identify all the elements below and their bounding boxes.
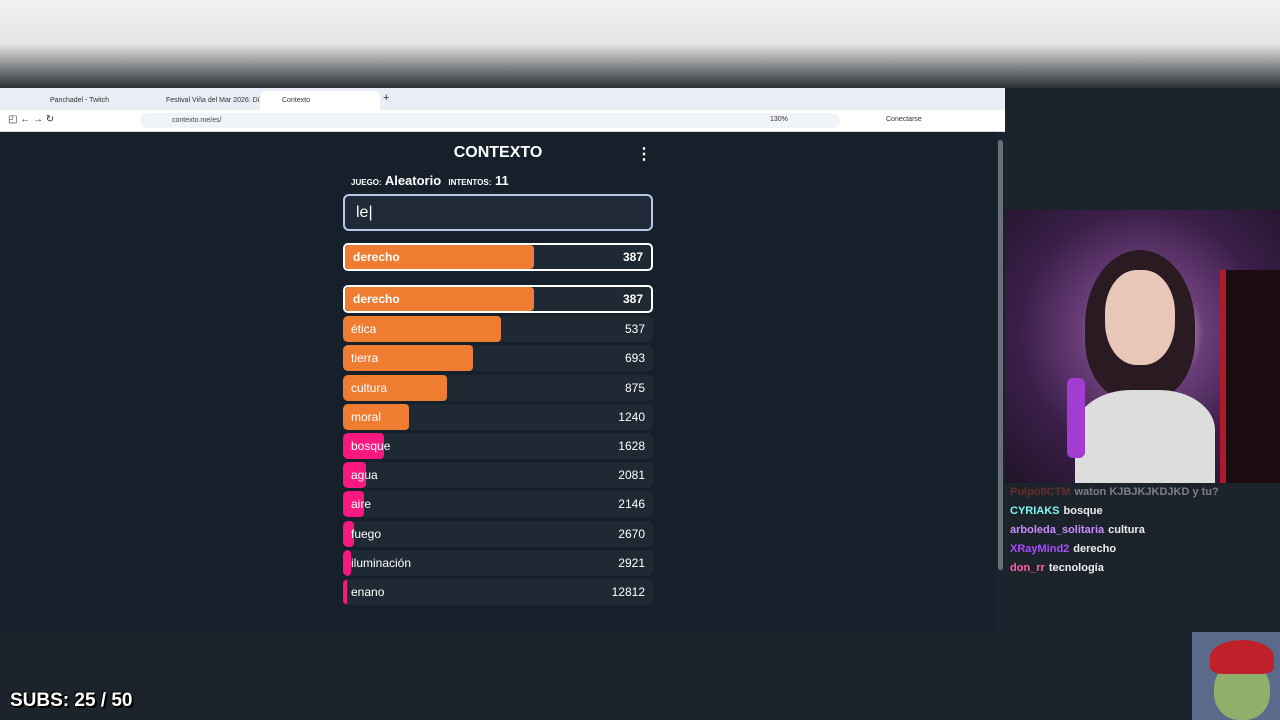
word: enano <box>351 585 385 599</box>
chat-message: arboleda_solitaria cultura <box>1010 521 1280 540</box>
page-content: CONTEXTO ⋮ JUEGO: Aleatorio INTENTOS: 11… <box>0 132 995 632</box>
input-text: le <box>356 204 369 221</box>
chat-message: XRayMind2 derecho <box>1010 540 1280 559</box>
blurred-header <box>0 0 1280 88</box>
guess-row: tierra 693 <box>343 345 653 372</box>
webcam <box>1005 210 1280 483</box>
game-title: CONTEXTO <box>453 144 543 161</box>
chat: Pulpo8CTM waton KJBJKJKDJKD y tu? CYRIAKS b… <box>1010 483 1280 578</box>
chat-user: Pulpo8CTM <box>1010 486 1071 498</box>
guess-row: fuego 2670 <box>343 520 653 547</box>
word: aire <box>351 497 372 512</box>
microphone <box>1067 378 1085 458</box>
guess-row: derecho 387 <box>343 285 653 313</box>
rank: 2146 <box>618 497 645 512</box>
chat-text: waton KJBJKJKDJKD y tu? <box>1074 486 1219 498</box>
browser-window: Panchadel - Twitch Festival Viña del Mar… <box>0 88 1005 632</box>
guess-row: iluminación 2921 <box>343 549 653 576</box>
guess-row: agua 2081 <box>343 462 653 489</box>
rank: 2670 <box>618 526 645 541</box>
rank: 1240 <box>618 409 645 424</box>
zombie-hair <box>1210 640 1274 674</box>
word: fuego <box>351 526 382 541</box>
rank-bar <box>345 287 534 311</box>
rank-bar <box>343 462 366 489</box>
word: derecho <box>353 292 400 306</box>
nav-buttons[interactable]: ◰ ← → ↻ <box>8 114 55 125</box>
chat-user: arboleda_solitaria <box>1010 524 1105 536</box>
zoom[interactable]: 130% <box>770 116 788 123</box>
game-info: JUEGO: Aleatorio INTENTOS: 11 <box>351 173 509 188</box>
tab-bar: Panchadel - Twitch Festival Viña del Mar… <box>0 88 1005 110</box>
word: derecho <box>353 250 400 264</box>
rank: 387 <box>622 292 643 306</box>
chat-text: derecho <box>1073 543 1117 555</box>
chat-user: don_rr <box>1010 562 1045 574</box>
rank: 693 <box>624 351 645 366</box>
chat-message: CYRIAKS bosque <box>1010 502 1280 521</box>
tab[interactable]: Contexto <box>260 91 380 110</box>
new-tab[interactable]: + <box>383 92 390 104</box>
word: bosque <box>351 439 391 453</box>
rank-bar <box>343 520 354 547</box>
value: Aleatorio <box>384 173 442 188</box>
face <box>1105 270 1175 365</box>
url[interactable]: contexto.me/es/ <box>140 113 840 128</box>
guess-row: moral 1240 <box>343 403 653 430</box>
rank-bar <box>343 491 365 518</box>
shirt <box>1075 390 1215 483</box>
word: cultura <box>351 380 388 395</box>
chat-text: tecnología <box>1048 562 1104 574</box>
word: iluminación <box>351 555 412 570</box>
word: tierra <box>351 351 379 366</box>
rank-bar <box>343 579 347 605</box>
rank: 387 <box>622 250 643 264</box>
tab[interactable]: Panchadel - Twitch <box>50 97 110 104</box>
chat-message: don_rr tecnología <box>1010 559 1280 578</box>
rank: 2921 <box>618 555 645 570</box>
word: moral <box>351 409 382 424</box>
chat-user: XRayMind2 <box>1010 543 1070 555</box>
rank-bar <box>343 345 474 372</box>
rank-bar <box>343 433 384 459</box>
chair <box>1220 270 1280 483</box>
menu[interactable]: ⋮ <box>636 146 652 163</box>
chat-user: CYRIAKS <box>1010 505 1060 517</box>
rank-bar <box>343 549 352 576</box>
guess-row: enano 12812 <box>343 579 653 605</box>
chat-message: Pulpo8CTM waton KJBJKJKDJKD y tu? <box>1010 483 1280 502</box>
rank: 2081 <box>618 468 645 483</box>
guess-row: aire 2146 <box>343 491 653 518</box>
rank-bar <box>343 403 409 430</box>
value: 11 <box>494 173 509 188</box>
word: ética <box>351 322 377 337</box>
chat-text: bosque <box>1063 505 1103 517</box>
rank-bar <box>343 374 447 401</box>
rank: 875 <box>624 380 645 395</box>
word: agua <box>351 468 378 483</box>
chat-text: cultura <box>1108 524 1145 536</box>
guess-row: bosque 1628 <box>343 433 653 459</box>
guess-row: cultura 875 <box>343 374 653 401</box>
sign-in[interactable]: Conectarse <box>886 116 922 123</box>
tab[interactable]: Festival Viña del Mar 2026: Día <box>166 97 264 104</box>
rank-bar <box>345 245 534 269</box>
guess-row: derecho 387 <box>343 243 653 271</box>
rank: 537 <box>624 322 645 337</box>
rank: 1628 <box>618 439 645 453</box>
rank: 12812 <box>611 585 645 599</box>
avatar <box>1192 632 1280 720</box>
rank-bar <box>343 316 502 343</box>
guess-row: ética 537 <box>343 316 653 343</box>
scroll-thumb[interactable] <box>998 140 1003 570</box>
label: JUEGO: <box>351 178 382 187</box>
subs-counter: SUBS: 25 / 50 <box>10 690 133 711</box>
guess-input[interactable]: le| <box>343 194 653 231</box>
label: INTENTOS: <box>448 178 492 187</box>
address-bar: ◰ ← → ↻ contexto.me/es/ 130% Conectarse <box>0 110 1005 132</box>
